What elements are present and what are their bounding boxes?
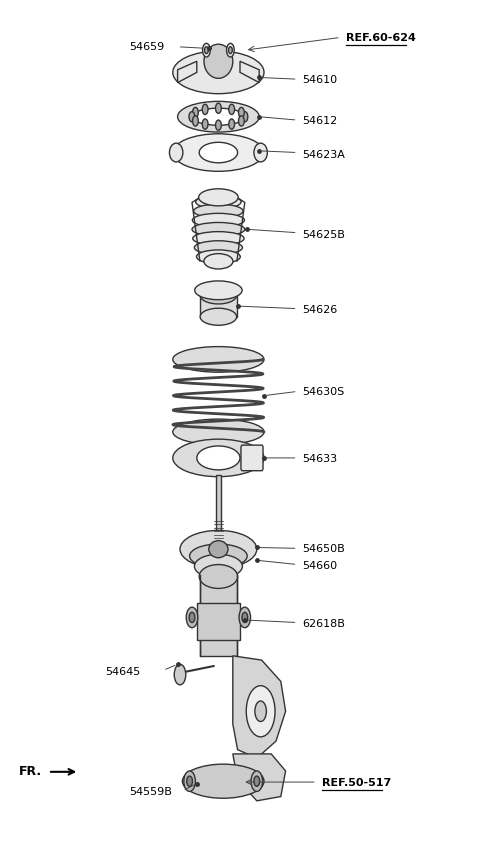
Circle shape [228,48,232,55]
Bar [216,475,221,547]
Ellipse shape [197,446,240,470]
Circle shape [255,701,266,722]
Ellipse shape [204,255,233,270]
Ellipse shape [194,205,243,219]
Ellipse shape [196,196,241,210]
Circle shape [174,665,186,685]
Circle shape [239,108,244,118]
Text: 54610: 54610 [302,75,337,85]
Ellipse shape [192,214,244,227]
Text: 62618B: 62618B [302,619,345,629]
Text: 54660: 54660 [302,561,337,571]
Circle shape [189,112,195,123]
Text: 54612: 54612 [302,116,337,126]
Circle shape [204,48,208,55]
Ellipse shape [194,555,242,579]
Ellipse shape [199,565,238,589]
Ellipse shape [169,144,183,163]
Text: 54630S: 54630S [302,387,345,397]
Circle shape [192,108,198,118]
Circle shape [246,686,275,737]
Ellipse shape [192,233,244,246]
Ellipse shape [254,144,267,163]
Ellipse shape [195,281,242,301]
Text: 54626: 54626 [302,305,337,315]
Circle shape [239,117,244,127]
Text: REF.50-517: REF.50-517 [322,777,391,787]
Circle shape [251,771,263,792]
Circle shape [229,105,235,115]
Circle shape [242,112,248,123]
Ellipse shape [173,52,264,95]
Ellipse shape [173,348,264,373]
Ellipse shape [192,223,245,237]
Circle shape [184,771,195,792]
Circle shape [229,120,235,130]
Text: FR.: FR. [19,764,42,778]
Circle shape [203,44,210,58]
Circle shape [227,44,234,58]
Circle shape [187,776,192,786]
Ellipse shape [199,190,238,207]
Ellipse shape [173,419,264,445]
Ellipse shape [180,531,257,568]
Ellipse shape [182,764,264,798]
Circle shape [216,104,221,114]
Text: REF.60-624: REF.60-624 [346,33,416,43]
Circle shape [216,121,221,131]
FancyBboxPatch shape [241,446,263,471]
Circle shape [239,607,251,628]
Circle shape [202,120,208,130]
Polygon shape [233,754,286,801]
Text: 54625B: 54625B [302,229,345,239]
Polygon shape [178,62,197,83]
Ellipse shape [200,309,237,325]
Ellipse shape [200,288,237,305]
Ellipse shape [194,241,242,255]
Circle shape [242,613,248,623]
Bar [200,296,237,318]
Polygon shape [240,62,259,83]
Ellipse shape [209,541,228,558]
Text: 54650B: 54650B [302,544,345,554]
Text: 54633: 54633 [302,453,337,463]
Ellipse shape [204,45,233,79]
Bar [200,575,237,656]
Text: 54623A: 54623A [302,150,345,160]
Bar [197,603,240,641]
Ellipse shape [173,440,264,477]
Ellipse shape [199,143,238,164]
Text: 54659: 54659 [130,42,165,52]
Text: 54559B: 54559B [130,786,172,796]
Text: 54645: 54645 [106,666,141,676]
Circle shape [186,607,198,628]
Circle shape [192,117,198,127]
Ellipse shape [173,135,264,172]
Ellipse shape [192,109,245,126]
Circle shape [254,776,260,786]
Polygon shape [233,656,286,758]
Circle shape [202,105,208,115]
Circle shape [189,613,195,623]
Ellipse shape [178,102,259,133]
Ellipse shape [196,250,240,264]
Ellipse shape [190,544,247,568]
